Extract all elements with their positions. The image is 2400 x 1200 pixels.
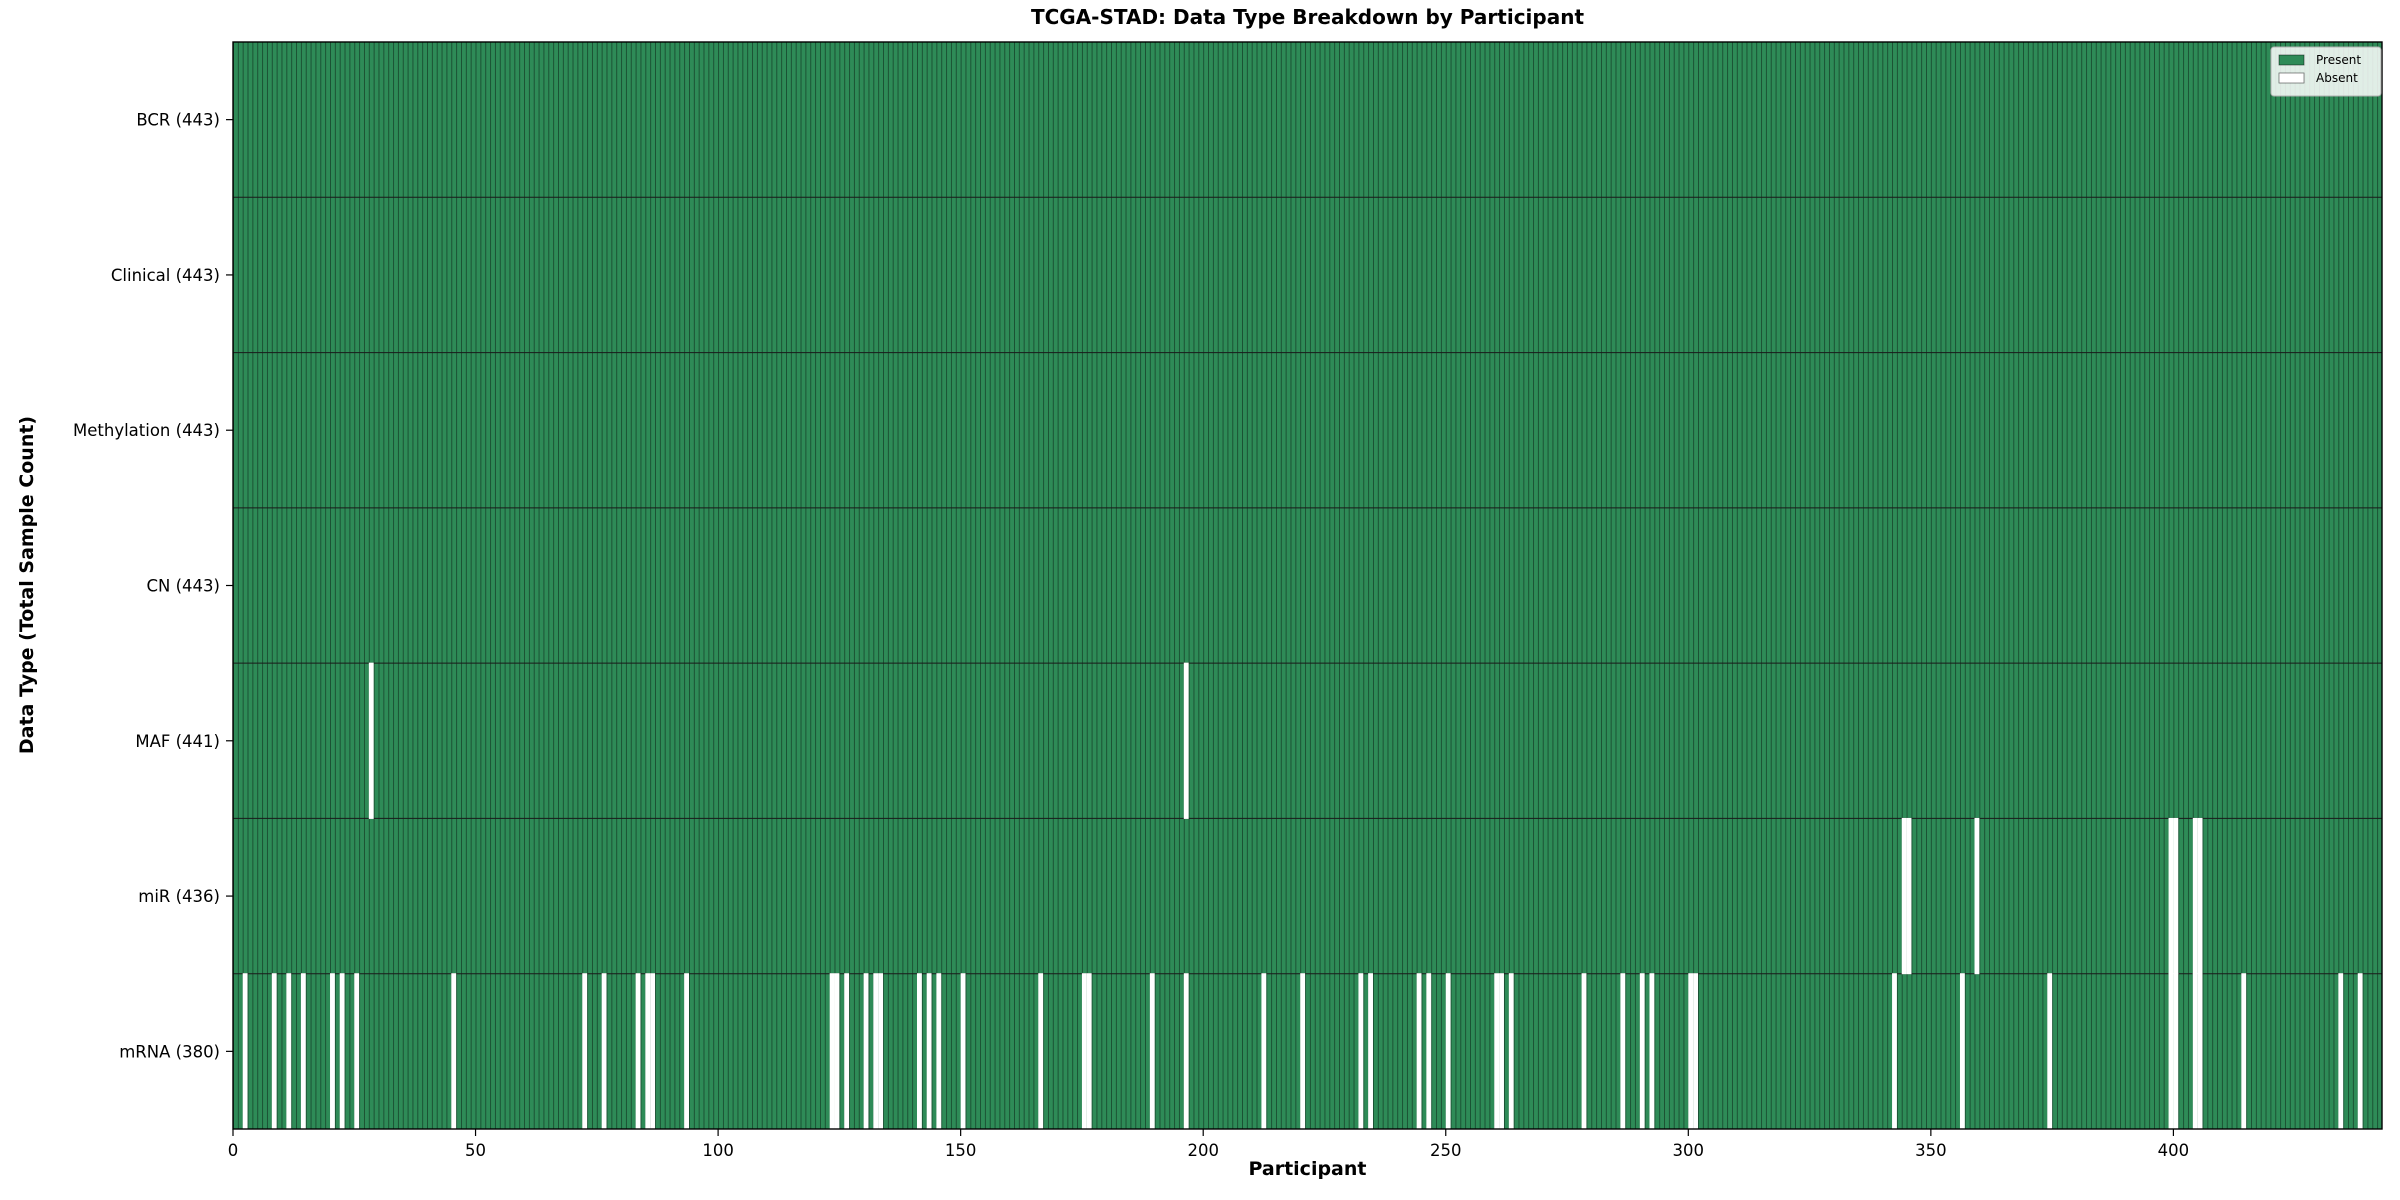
absent-bar-mRNA — [1959, 973, 1965, 1130]
absent-bar-mRNA — [242, 973, 248, 1130]
absent-bar-mRNA — [339, 973, 345, 1130]
absent-bar-mRNA — [1620, 973, 1626, 1130]
y-tick-label-miR: miR (436) — [138, 887, 220, 906]
absent-bar-mRNA — [1416, 973, 1422, 1130]
x-tick-label: 0 — [228, 1141, 239, 1160]
legend-label-present: Present — [2316, 53, 2361, 67]
legend: Present Absent — [2270, 46, 2382, 97]
absent-bar-mRNA — [451, 973, 457, 1130]
legend-swatch-absent — [2278, 72, 2305, 84]
x-tick-label: 100 — [702, 1141, 734, 1160]
legend-label-absent: Absent — [2316, 71, 2358, 85]
absent-bar-mRNA — [1426, 973, 1432, 1130]
absent-bar-mRNA — [601, 973, 607, 1130]
y-tick-label-mRNA: mRNA (380) — [119, 1042, 220, 1061]
absent-bar-mRNA — [2192, 973, 2198, 1130]
absent-bar-mRNA — [1300, 973, 1306, 1130]
absent-bar-mRNA — [1086, 973, 1092, 1130]
absent-bar-miR — [2168, 817, 2174, 975]
absent-bar-mRNA — [645, 973, 651, 1130]
x-tick-label: 200 — [1187, 1141, 1219, 1160]
absent-bar-mRNA — [916, 973, 922, 1130]
x-tick-label: 350 — [1915, 1141, 1947, 1160]
absent-bar-mRNA — [1688, 973, 1694, 1130]
absent-bar-mRNA — [1081, 973, 1087, 1130]
absent-bar-mRNA — [1183, 973, 1189, 1130]
absent-bar-mRNA — [1892, 973, 1897, 1130]
absent-bar-mRNA — [1261, 973, 1267, 1130]
absent-bar-mRNA — [878, 973, 884, 1130]
y-tick-label-MAF: MAF (441) — [135, 732, 220, 751]
absent-bar-mRNA — [1494, 973, 1500, 1130]
absent-bar-mRNA — [2197, 973, 2203, 1130]
y-tick-label-Clinical: Clinical (443) — [111, 266, 220, 285]
absent-bar-miR — [2192, 817, 2198, 975]
absent-bar-miR — [1901, 817, 1907, 975]
absent-bar-mRNA — [1149, 973, 1155, 1130]
absent-bar-mRNA — [354, 973, 360, 1130]
absent-bar-mRNA — [1038, 973, 1044, 1130]
absent-bar-mRNA — [2047, 973, 2053, 1130]
absent-bar-mRNA — [1445, 973, 1451, 1130]
absent-bar-miR — [1906, 817, 1912, 975]
absent-bar-mRNA — [300, 973, 306, 1130]
absent-bar-mRNA — [1358, 973, 1364, 1130]
absent-bar-mRNA — [1649, 973, 1655, 1130]
absent-bar-mRNA — [863, 973, 869, 1130]
absent-bar-mRNA — [2338, 973, 2344, 1130]
absent-bar-MAF — [1183, 662, 1189, 819]
absent-bar-mRNA — [1639, 973, 1645, 1130]
absent-bar-mRNA — [1581, 973, 1587, 1130]
y-tick-label-BCR: BCR (443) — [136, 111, 220, 130]
absent-bar-mRNA — [1368, 973, 1373, 1130]
absent-bar-mRNA — [926, 973, 932, 1130]
absent-bar-mRNA — [635, 973, 641, 1130]
absent-bar-mRNA — [330, 973, 335, 1130]
absent-bar-mRNA — [936, 973, 942, 1130]
absent-bar-mRNA — [844, 973, 850, 1130]
absent-bar-mRNA — [271, 973, 277, 1130]
absent-bar-MAF — [368, 662, 374, 819]
absent-bar-miR — [1974, 817, 1980, 975]
x-tick-label: 150 — [945, 1141, 977, 1160]
absent-bar-mRNA — [873, 973, 879, 1130]
x-axis-label: Participant — [1248, 1158, 1367, 1180]
y-tick-label-Methylation: Methylation (443) — [73, 421, 220, 440]
absent-bar-mRNA — [2241, 973, 2247, 1130]
y-tick-label-CN: CN (443) — [147, 577, 220, 596]
absent-bar-miR — [2173, 817, 2179, 975]
plot-area — [233, 42, 2382, 1129]
absent-bar-mRNA — [2168, 973, 2174, 1130]
absent-bar-mRNA — [1499, 973, 1504, 1130]
absent-bar-mRNA — [2173, 973, 2179, 1130]
absent-bar-mRNA — [834, 973, 840, 1130]
chart-title: TCGA-STAD: Data Type Breakdown by Partic… — [1030, 5, 1585, 29]
x-tick-label: 50 — [465, 1141, 486, 1160]
absent-bar-mRNA — [1508, 973, 1514, 1130]
x-tick-label: 400 — [2158, 1141, 2190, 1160]
absent-bar-mRNA — [684, 973, 689, 1130]
legend-swatch-present — [2278, 54, 2305, 66]
x-tick-label: 250 — [1430, 1141, 1462, 1160]
absent-bar-mRNA — [960, 973, 966, 1130]
y-axis-label: Data Type (Total Sample Count) — [16, 415, 38, 755]
absent-bar-mRNA — [650, 973, 656, 1130]
absent-bar-mRNA — [1693, 973, 1699, 1130]
absent-bar-miR — [2197, 817, 2203, 975]
x-tick-label: 300 — [1673, 1141, 1705, 1160]
absent-bar-mRNA — [286, 973, 292, 1130]
absent-bar-mRNA — [2357, 973, 2363, 1130]
absent-bar-mRNA — [829, 973, 835, 1130]
absent-bar-mRNA — [582, 973, 588, 1130]
